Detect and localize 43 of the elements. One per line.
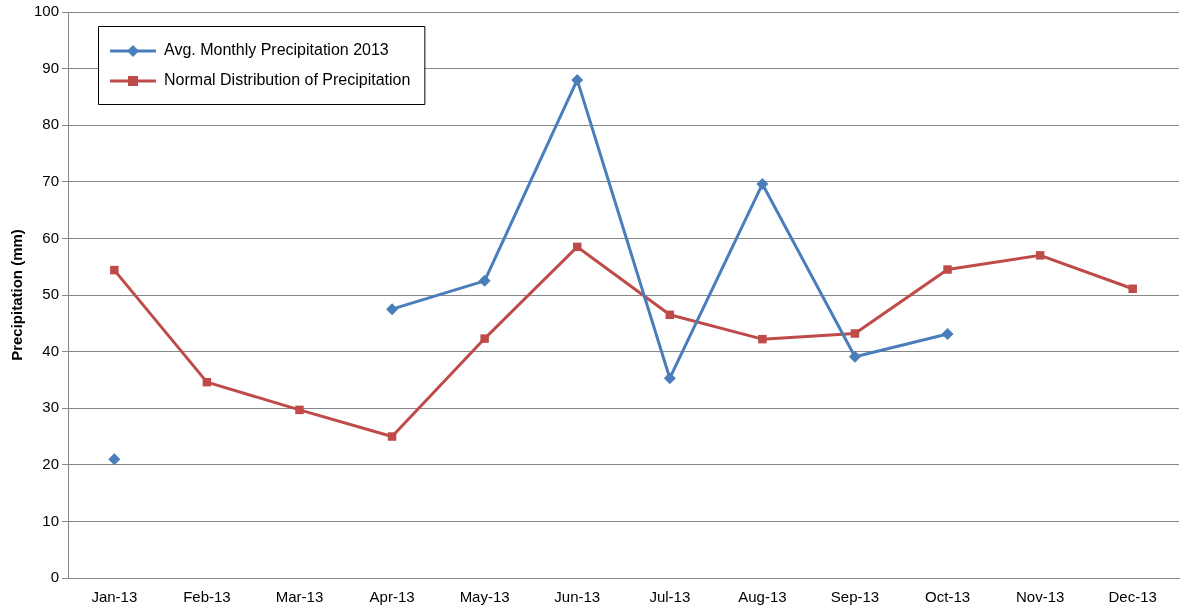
y-tick-label: 40 (42, 341, 60, 359)
x-tick-label: Oct-13 (925, 588, 971, 606)
point (758, 334, 767, 344)
x-tick-label: Aug-13 (738, 588, 787, 606)
point (387, 432, 397, 441)
x-tick-label: Feb-13 (183, 588, 231, 606)
x-tick-label: Nov-13 (1015, 588, 1065, 606)
y-axis-title: Precipitation (mm) (8, 229, 26, 361)
y-tick-label: 70 (42, 171, 60, 189)
point (110, 265, 119, 275)
y-tick-label: 60 (42, 228, 60, 246)
point (941, 328, 954, 341)
legend-label: Normal Distribution of Precipitation (164, 71, 411, 89)
x-tick-label: Dec-13 (1108, 588, 1157, 606)
y-tick-label: 30 (42, 398, 60, 416)
x-tick-label: Apr-13 (369, 588, 415, 606)
point (1128, 284, 1137, 294)
y-tick-label: 20 (42, 454, 60, 472)
point (943, 265, 952, 274)
y-tick-label: 100 (34, 2, 60, 20)
point (480, 334, 489, 343)
x-tick-label: Sep-13 (830, 588, 880, 606)
point (663, 372, 676, 385)
point (1035, 251, 1045, 260)
point (386, 303, 399, 316)
x-tick-label: Jun-13 (554, 588, 601, 606)
point (108, 453, 121, 466)
y-tick-label: 10 (42, 511, 60, 529)
point (571, 73, 584, 86)
x-tick-label: Jul-13 (649, 588, 691, 606)
y-tick-label: 0 (50, 568, 60, 586)
legend-label: Avg. Monthly Precipitation 2013 (164, 41, 389, 59)
x-tick-label: Mar-13 (275, 588, 324, 606)
point (295, 405, 304, 415)
point (756, 178, 769, 191)
x-tick-label: Jan-13 (91, 588, 138, 606)
point (850, 329, 860, 338)
point (848, 350, 861, 363)
y-tick-label: 90 (42, 58, 60, 76)
point (478, 274, 491, 287)
y-tick-label: 50 (42, 285, 60, 303)
y-tick-label: 80 (42, 115, 60, 133)
x-tick-label: May-13 (459, 588, 510, 606)
